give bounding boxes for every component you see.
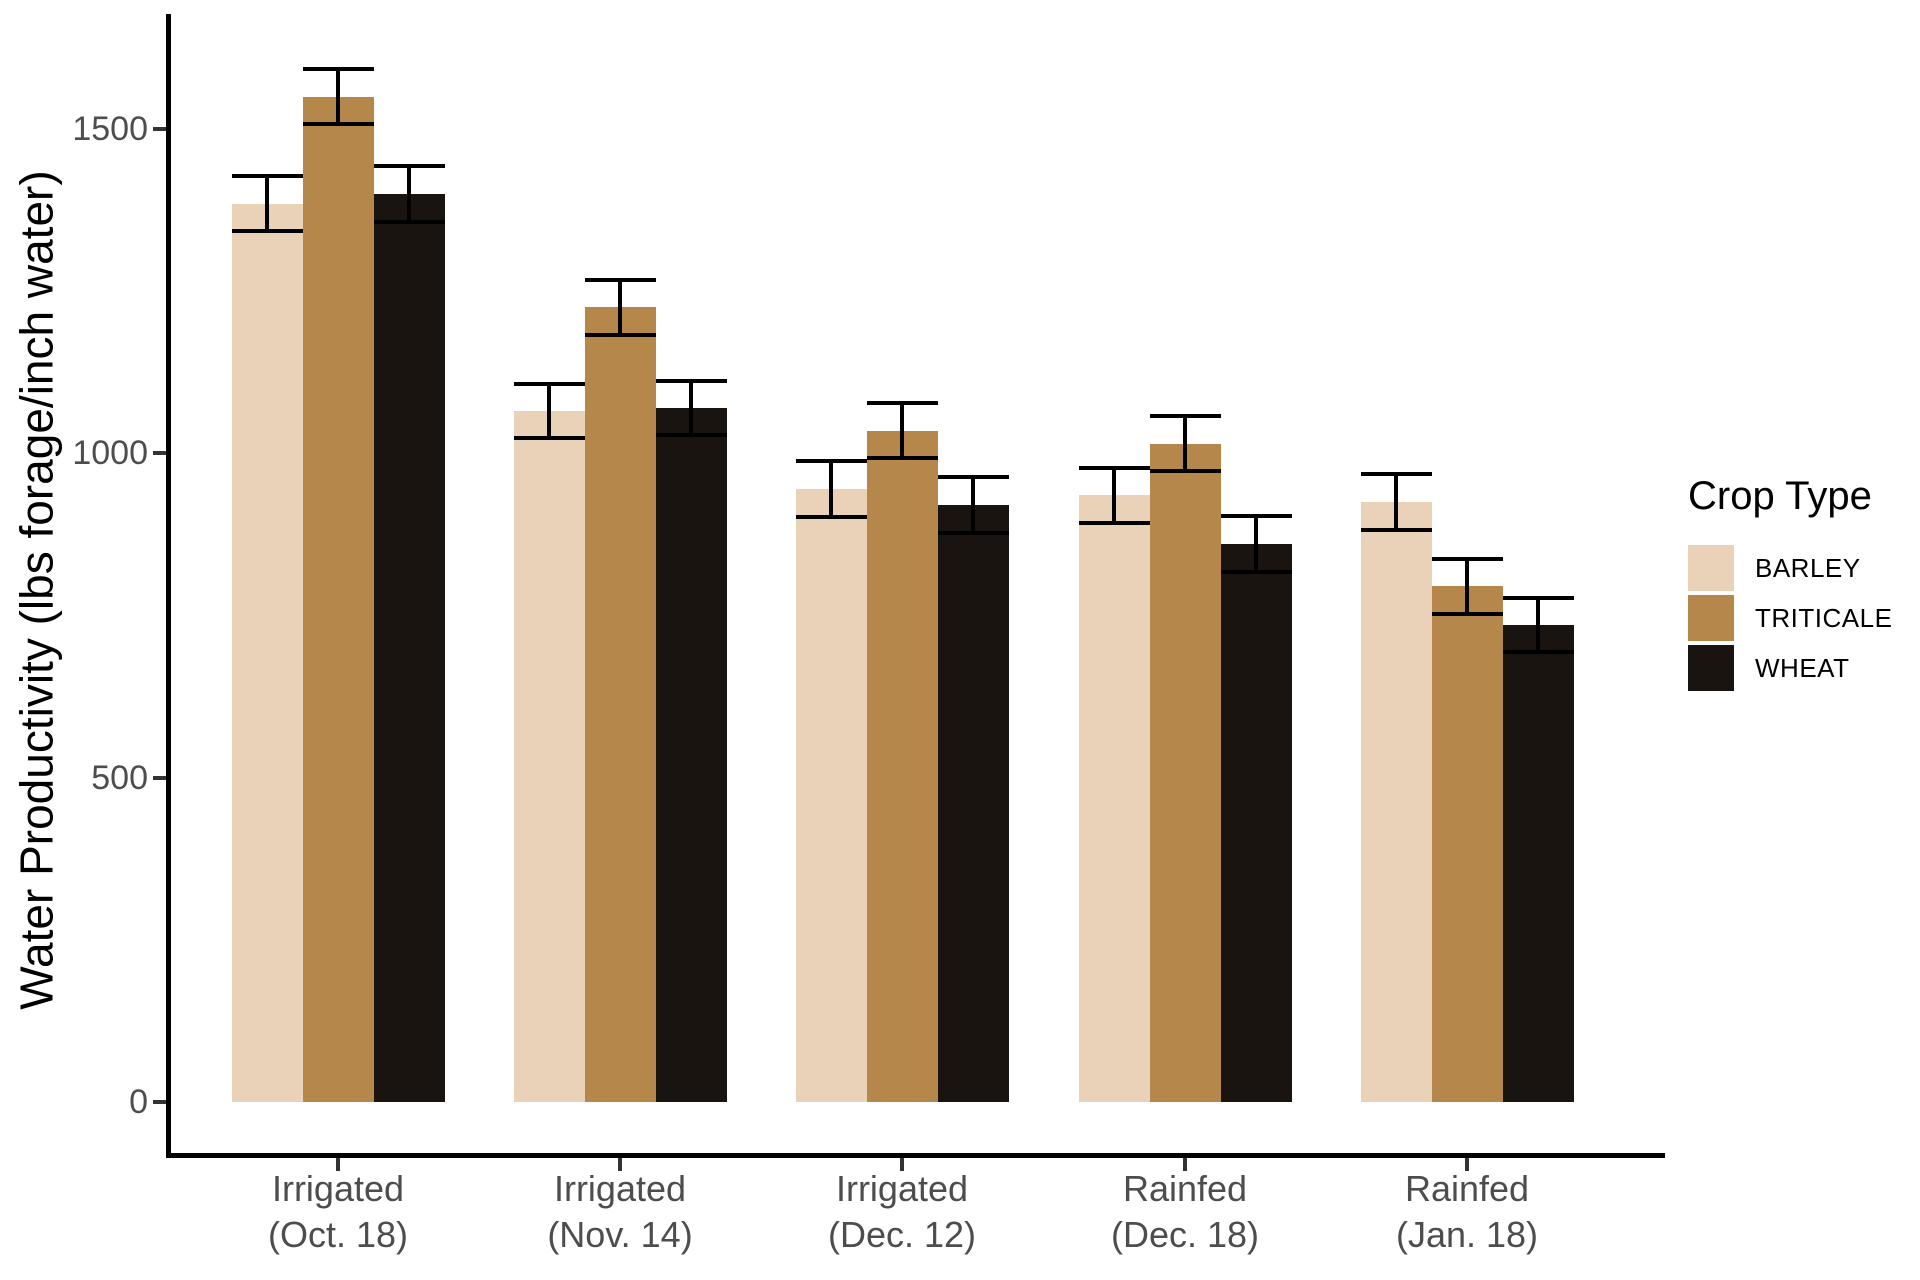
legend-swatch-triticale <box>1688 595 1734 641</box>
error-bar-cap <box>795 514 867 519</box>
error-bar-cap <box>937 531 1009 536</box>
error-bar-cap <box>1078 465 1150 470</box>
y-tick-mark <box>153 1100 166 1104</box>
error-bar-cap <box>1149 469 1221 474</box>
error-bar-stem <box>1394 474 1398 530</box>
bar-wheat-group4 <box>1220 544 1292 1102</box>
y-axis-title-wrap: Water Productivity (lbs forage/inch wate… <box>0 0 82 1180</box>
error-bar-cap <box>937 475 1009 480</box>
error-bar-cap <box>1431 557 1503 562</box>
error-bar-stem <box>1465 559 1469 614</box>
error-bar-cap <box>513 436 585 441</box>
error-bar-cap <box>655 433 727 438</box>
bar-triticale-group5 <box>1431 586 1503 1102</box>
error-bar-cap <box>1149 413 1221 418</box>
y-axis-title: Water Productivity (lbs forage/inch wate… <box>11 170 63 1010</box>
error-bar-cap <box>1431 611 1503 616</box>
error-bar-stem <box>547 383 551 439</box>
error-bar-cap <box>655 378 727 383</box>
error-bar-cap <box>1502 650 1574 655</box>
x-tick-label: Irrigated (Dec. 12) <box>827 1168 977 1255</box>
error-bar-stem <box>265 175 269 232</box>
y-tick-label: 500 <box>91 758 148 797</box>
error-bar-cap <box>1360 472 1432 477</box>
legend: Crop Type BARLEY TRITICALE WHEAT <box>1688 474 1892 695</box>
y-tick-label: 0 <box>129 1083 148 1121</box>
bar-wheat-group1 <box>373 193 445 1102</box>
legend-items: BARLEY TRITICALE WHEAT <box>1688 545 1892 691</box>
error-bar-cap <box>1502 595 1574 600</box>
legend-item-triticale: TRITICALE <box>1688 595 1892 641</box>
x-tick-label: Irrigated (Nov. 14) <box>547 1168 693 1255</box>
error-bar-cap <box>231 173 303 178</box>
y-tick-mark <box>153 126 166 131</box>
y-tick-mark <box>153 775 166 780</box>
error-bar-cap <box>584 332 656 337</box>
bar-barley-group1 <box>231 203 303 1102</box>
plot-panel <box>166 14 1665 1158</box>
error-bar-cap <box>1220 514 1292 519</box>
x-tick-label: Rainfed (Jan. 18) <box>1395 1168 1539 1255</box>
x-tick-label: Rainfed (Dec. 18) <box>1110 1168 1260 1255</box>
y-tick-label: 1000 <box>72 434 148 473</box>
error-bar-stem <box>407 165 411 222</box>
x-tick-mark <box>336 1158 340 1171</box>
error-bar-cap <box>1078 521 1150 526</box>
error-bar-stem <box>829 461 833 517</box>
bar-triticale-group3 <box>866 430 938 1102</box>
error-bar-cap <box>1360 527 1432 532</box>
x-tick-label: Irrigated (Oct. 18) <box>267 1168 409 1255</box>
error-bar-cap <box>584 278 656 283</box>
error-bar-cap <box>866 401 938 406</box>
bar-triticale-group1 <box>302 96 374 1102</box>
x-tick-mark <box>618 1158 622 1171</box>
error-bar-cap <box>373 219 445 224</box>
error-bar-stem <box>1536 597 1540 653</box>
x-tick-mark <box>1183 1158 1187 1171</box>
bar-triticale-group4 <box>1149 443 1221 1102</box>
legend-item-barley: BARLEY <box>1688 545 1892 591</box>
error-bar-stem <box>1183 415 1187 472</box>
bar-barley-group5 <box>1360 501 1432 1102</box>
legend-label: BARLEY <box>1755 552 1861 583</box>
error-bar-cap <box>373 163 445 168</box>
error-bar-stem <box>618 280 622 335</box>
bar-wheat-group3 <box>937 505 1009 1102</box>
bar-barley-group2 <box>513 411 585 1102</box>
legend-item-wheat: WHEAT <box>1688 645 1892 691</box>
legend-swatch-wheat <box>1688 645 1734 691</box>
error-bar-cap <box>795 459 867 464</box>
x-tick-mark <box>900 1158 904 1171</box>
error-bar-cap <box>302 67 374 72</box>
error-bar-stem <box>971 477 975 534</box>
error-bar-stem <box>1112 467 1116 524</box>
error-bar-stem <box>900 403 904 458</box>
bar-wheat-group2 <box>655 407 727 1102</box>
bar-triticale-group2 <box>584 307 656 1102</box>
error-bar-cap <box>866 455 938 460</box>
legend-swatch-barley <box>1688 545 1734 591</box>
legend-title: Crop Type <box>1688 474 1872 518</box>
bar-barley-group3 <box>795 488 867 1102</box>
legend-label: WHEAT <box>1755 652 1850 683</box>
error-bar-cap <box>302 121 374 126</box>
error-bar-cap <box>231 229 303 234</box>
error-bar-cap <box>1220 570 1292 574</box>
error-bar-stem <box>1254 516 1258 572</box>
error-bar-cap <box>513 381 585 386</box>
bar-barley-group4 <box>1078 495 1150 1102</box>
legend-label: TRITICALE <box>1755 602 1893 633</box>
error-bar-stem <box>336 69 340 124</box>
error-bar-stem <box>689 380 693 436</box>
y-tick-mark <box>153 451 166 456</box>
y-tick-label: 1500 <box>72 109 148 148</box>
bar-wheat-group5 <box>1502 625 1574 1102</box>
x-tick-mark <box>1465 1158 1469 1171</box>
